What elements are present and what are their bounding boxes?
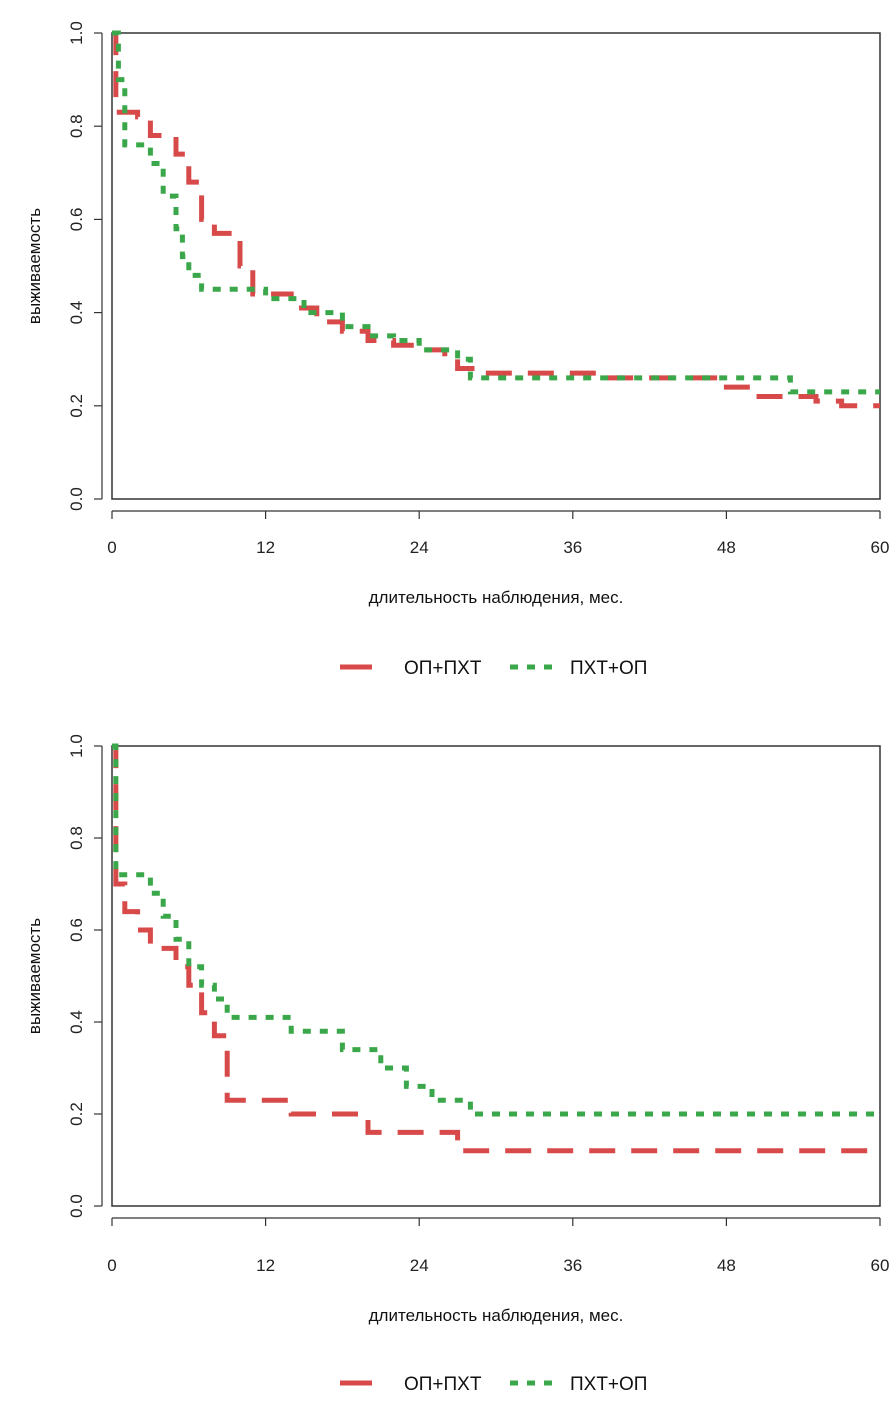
y-tick-label: 0.4 — [67, 1010, 86, 1034]
x-tick-label: 12 — [256, 538, 275, 557]
y-tick-label: 0.0 — [67, 487, 86, 511]
legend-label-op-pht: ОП+ПХТ — [404, 658, 482, 679]
x-tick-label: 48 — [717, 538, 736, 557]
y-tick-label: 0.6 — [67, 208, 86, 232]
survival-chart-top: 0 12 24 36 48 60 0.0 0.2 0.4 0.6 0.8 1.0 длительно… — [25, 21, 889, 679]
y-axis: 0.0 0.2 0.4 0.6 0.8 1.0 — [67, 21, 103, 511]
legend-label-op-pht: ОП+ПХТ — [404, 1374, 482, 1395]
x-tick-label: 48 — [717, 1256, 736, 1275]
y-tick-label: 0.8 — [67, 826, 86, 850]
y-tick-label: 0.2 — [67, 1102, 86, 1126]
y-tick-label: 1.0 — [67, 21, 86, 45]
y-tick-label: 0.6 — [67, 918, 86, 942]
x-axis: 0 12 24 36 48 60 — [107, 1217, 890, 1275]
y-axis-title: выживаемость — [25, 918, 44, 1034]
y-axis: 0.0 0.2 0.4 0.6 0.8 1.0 — [67, 734, 103, 1218]
y-tick-label: 1.0 — [67, 734, 86, 758]
plot-frame — [111, 32, 881, 500]
x-tick-label: 24 — [410, 538, 429, 557]
legend: ОП+ПХТ ПХТ+ОП — [340, 1374, 647, 1395]
y-tick-label: 0.4 — [67, 301, 86, 325]
x-tick-label: 60 — [871, 538, 890, 557]
legend-label-pht-op: ПХТ+ОП — [570, 1374, 647, 1395]
x-axis: 0 12 24 36 48 60 — [107, 510, 890, 557]
x-tick-label: 0 — [107, 1256, 116, 1275]
series-group — [112, 30, 880, 409]
x-tick-label: 0 — [107, 538, 116, 557]
series-line-pht-op — [112, 30, 880, 395]
x-tick-label: 36 — [563, 1256, 582, 1275]
x-tick-label: 24 — [410, 1256, 429, 1275]
plot-area: 0 12 24 36 48 60 0.0 0.2 0.4 0.6 0.8 1.0 — [67, 21, 889, 557]
legend: ОП+ПХТ ПХТ+ОП — [340, 658, 647, 679]
x-axis-title: длительность наблюдения, мес. — [369, 1306, 624, 1325]
series-line-op-pht — [112, 30, 880, 409]
x-tick-label: 60 — [871, 1256, 890, 1275]
x-axis-title: длительность наблюдения, мес. — [369, 588, 624, 607]
y-tick-label: 0.2 — [67, 394, 86, 418]
y-tick-label: 0.0 — [67, 1194, 86, 1218]
series-group — [112, 743, 880, 1154]
series-line-op-pht — [112, 743, 880, 1154]
plot-frame — [111, 745, 881, 1207]
y-axis-title: выживаемость — [25, 208, 44, 324]
plot-area: 0 12 24 36 48 60 0.0 0.2 0.4 0.6 0.8 1.0 — [67, 734, 889, 1275]
survival-chart-bottom: 0 12 24 36 48 60 0.0 0.2 0.4 0.6 0.8 1.0 длительно… — [25, 734, 889, 1395]
y-tick-label: 0.8 — [67, 114, 86, 138]
x-tick-label: 36 — [563, 538, 582, 557]
legend-label-pht-op: ПХТ+ОП — [570, 658, 647, 679]
series-line-pht-op — [112, 743, 880, 1117]
x-tick-label: 12 — [256, 1256, 275, 1275]
